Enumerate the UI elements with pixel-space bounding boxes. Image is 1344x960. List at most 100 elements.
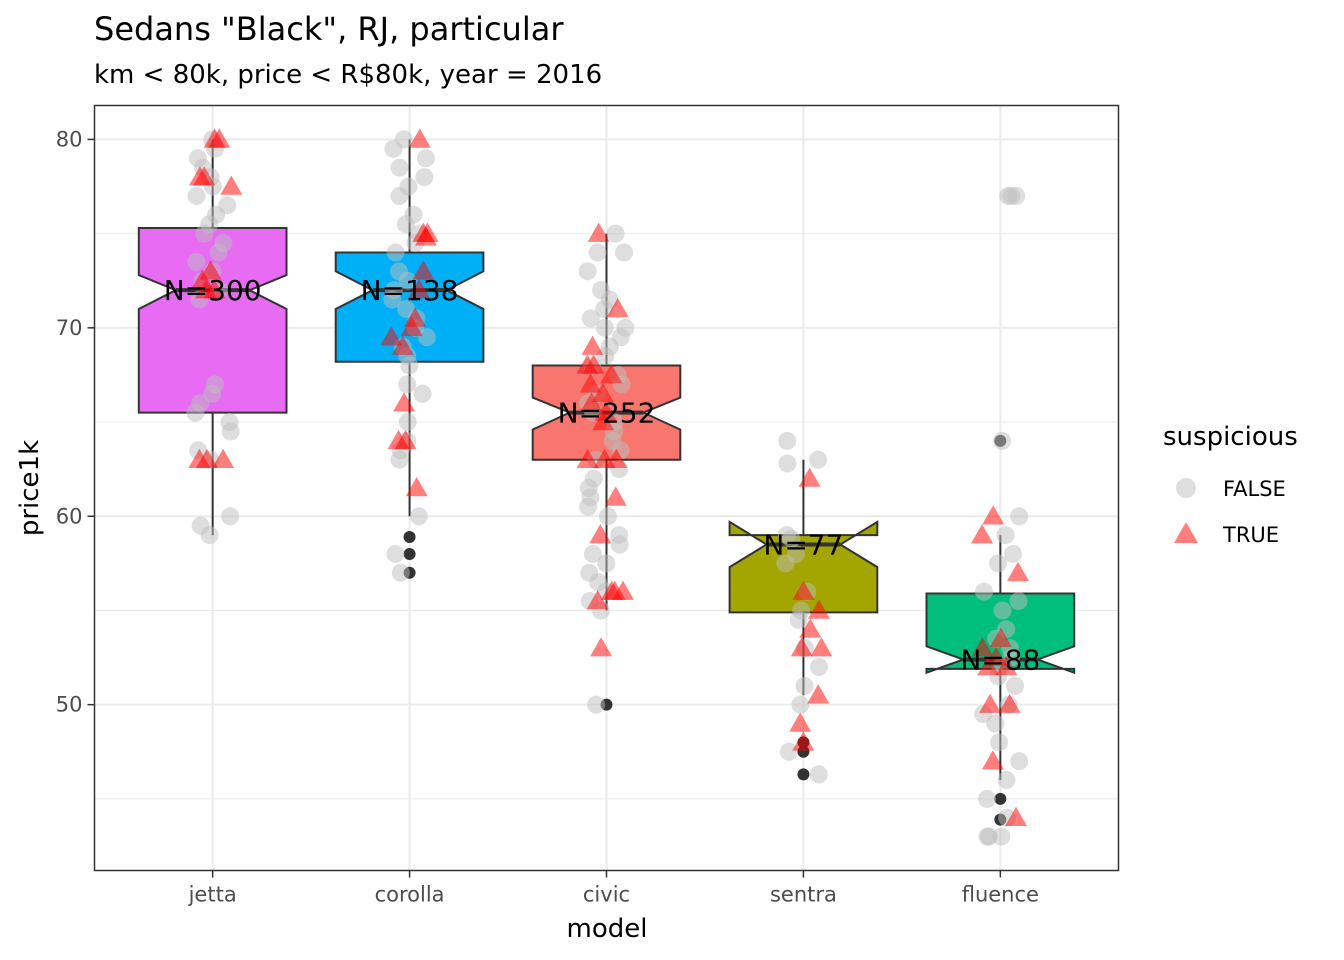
point-true [408,279,431,299]
point-false [610,535,629,554]
x-tick-label: sentra [770,883,837,907]
point-true [792,580,815,600]
point-false [598,507,617,526]
legend-item-false: FALSE [1176,477,1286,501]
point-false [587,695,606,714]
point-true [979,693,1002,713]
outlier-point [797,768,810,781]
point-true [971,637,994,657]
point-true [789,712,812,732]
point-true [594,401,617,421]
point-false [187,186,206,205]
point-false [986,714,1005,733]
point-false [595,318,614,337]
point-false [400,356,419,375]
point-false [386,243,405,262]
point-false [993,601,1012,620]
point-false [588,243,607,262]
legend-key-circle [1176,478,1196,498]
point-false [992,827,1011,846]
outlier-point [994,792,1007,805]
n-label-civic: N=252 [558,397,656,430]
point-false [975,582,994,601]
point-false [583,544,602,563]
point-false [782,529,801,548]
point-false [581,309,600,328]
point-false [186,403,205,422]
point-true [586,590,609,610]
point-false [996,526,1015,545]
point-false [1003,544,1022,563]
point-false [615,243,634,262]
legend-item-true: TRUE [1174,522,1279,547]
point-true [591,382,614,402]
point-false [989,554,1008,573]
point-false [413,384,432,403]
point-false [595,299,614,318]
point-true [592,411,615,431]
point-false [391,563,410,582]
point-true [576,448,599,468]
point-false [1010,752,1029,771]
point-false [416,149,435,168]
point-true [589,524,612,544]
n-label-corolla: N=138 [361,274,459,307]
point-false [1009,592,1028,611]
point-true [971,524,993,544]
legend: suspicious FALSE TRUE [1163,422,1298,547]
box-body [137,227,288,414]
point-false [195,224,214,243]
point-false [390,158,409,177]
point-true [982,505,1005,525]
point-false [990,733,1009,752]
outlier-point [403,530,416,543]
point-false [809,765,828,784]
point-true [981,750,1004,770]
point-false [579,497,598,516]
legend-key-triangle [1174,522,1198,543]
point-false [997,771,1016,790]
point-true [380,326,403,346]
point-false [789,610,808,629]
point-false [1007,186,1026,205]
point-true [576,354,599,374]
n-label-jetta: N=300 [164,274,262,307]
points [186,128,1029,846]
y-axis: 50 60 70 80 [56,127,95,717]
point-true [600,363,623,384]
point-true [212,448,235,468]
chart-subtitle: km < 80k, price < R$80k, year = 2016 [94,60,602,90]
point-true [579,373,602,393]
point-true [998,693,1021,713]
point-false [418,328,437,347]
point-true [590,637,613,657]
point-false [578,262,597,281]
legend-title: suspicious [1163,422,1298,452]
point-false [200,526,219,545]
point-false [187,252,206,271]
point-true [405,477,428,497]
point-false [386,544,405,563]
point-true [408,128,431,148]
x-tick-label: fluence [962,883,1039,907]
point-true [393,392,416,412]
point-true [195,279,218,299]
point-false [795,676,814,695]
point-true [394,429,417,450]
point-false [384,139,403,158]
x-tick-label: jetta [188,883,237,907]
point-false [383,290,402,309]
n-label-fluence: N=88 [960,643,1040,676]
point-true [593,448,616,468]
point-false [398,375,417,394]
chart-title: Sedans "Black", RJ, particular [94,10,564,48]
point-false [597,554,616,573]
point-true [196,448,218,468]
point-true [995,656,1018,676]
point-true [792,731,815,751]
point-false [390,186,409,205]
point-false [1006,676,1025,695]
n-label-sentra: N=77 [763,529,843,562]
point-true [587,222,610,242]
point-true [580,392,603,412]
